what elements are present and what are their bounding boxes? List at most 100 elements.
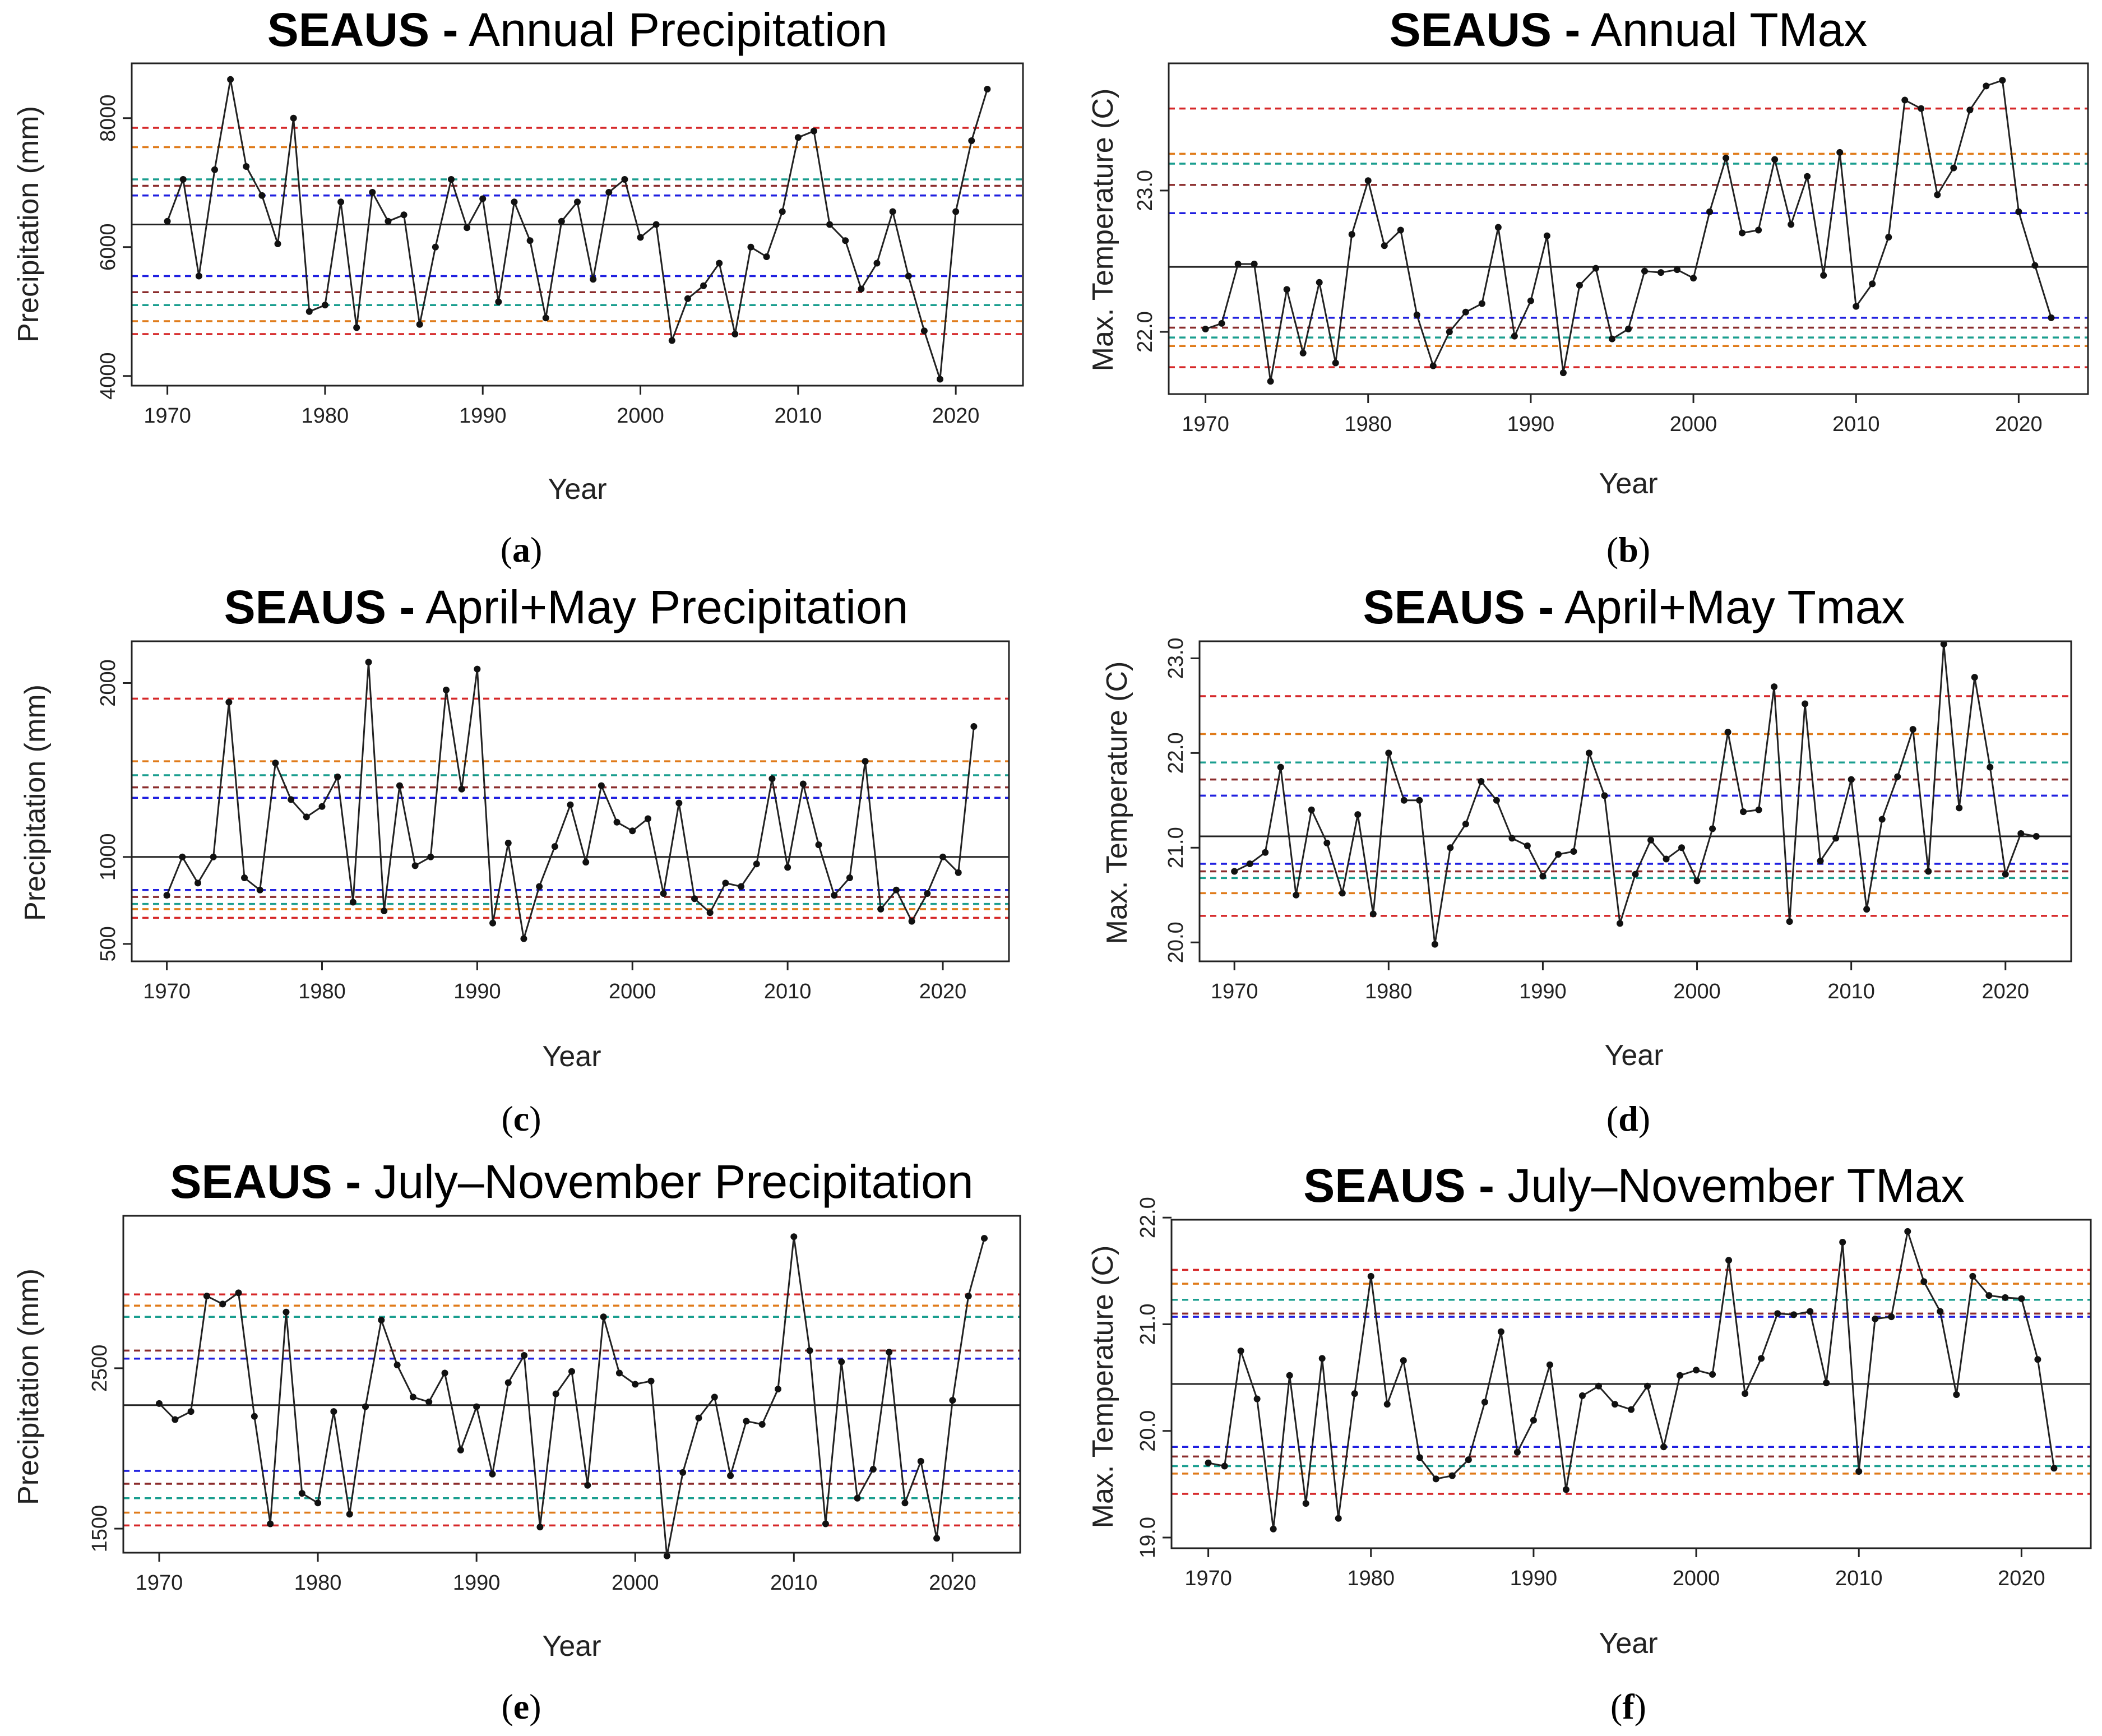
data-point xyxy=(1611,1401,1618,1408)
chart-title-text: Annual TMax xyxy=(1591,3,1867,56)
panel-caption: (f) xyxy=(1610,1687,1646,1726)
data-point xyxy=(1855,1468,1863,1475)
data-point xyxy=(378,1317,385,1324)
data-point xyxy=(1888,1313,1895,1321)
data-point xyxy=(1786,918,1793,925)
data-point xyxy=(1983,82,1990,90)
x-tick-label: 1970 xyxy=(1211,980,1258,1003)
data-point xyxy=(582,859,590,866)
data-point xyxy=(1447,844,1454,851)
data-point xyxy=(1527,297,1534,304)
data-point xyxy=(298,1490,305,1497)
data-point xyxy=(1511,332,1518,340)
data-point xyxy=(1234,261,1242,268)
chart-title-text: April+May Tmax xyxy=(1564,581,1905,633)
data-point xyxy=(1578,1392,1586,1399)
x-tick-label: 2000 xyxy=(609,980,656,1003)
data-point xyxy=(908,918,915,925)
data-point xyxy=(1971,674,1978,681)
y-axis-label: Max. Temperature (C) xyxy=(1087,1246,1119,1529)
data-point xyxy=(267,1520,274,1527)
x-tick-label: 1990 xyxy=(1519,980,1567,1003)
data-point xyxy=(411,862,419,869)
x-tick-label: 1980 xyxy=(298,980,346,1003)
data-point xyxy=(675,799,683,807)
data-point xyxy=(321,302,328,309)
data-point xyxy=(474,665,481,673)
data-point xyxy=(1481,1399,1488,1406)
x-tick-label: 1990 xyxy=(453,980,501,1003)
data-point xyxy=(598,782,605,789)
data-point xyxy=(1246,860,1253,867)
data-point xyxy=(1397,226,1404,234)
data-point xyxy=(1823,1379,1830,1387)
data-point xyxy=(290,114,297,122)
data-point xyxy=(939,853,947,860)
data-point xyxy=(288,796,295,803)
data-point xyxy=(552,1390,559,1397)
data-point xyxy=(283,1308,290,1316)
x-axis-label: Year xyxy=(1599,467,1657,500)
data-point xyxy=(784,864,791,871)
data-point xyxy=(164,217,171,225)
data-point xyxy=(1385,749,1392,757)
data-point xyxy=(1863,906,1870,913)
data-point xyxy=(1465,1456,1472,1464)
x-tick-label: 1980 xyxy=(294,1571,342,1595)
plot-frame xyxy=(1168,62,2089,395)
chart-title-separator: - xyxy=(1479,1159,1494,1212)
data-point xyxy=(1218,320,1225,327)
data-point xyxy=(2034,1356,2041,1363)
data-point xyxy=(409,1394,416,1401)
data-point xyxy=(1231,868,1238,875)
data-point xyxy=(970,723,978,730)
y-tick-label: 2500 xyxy=(88,1345,112,1392)
data-point xyxy=(1283,286,1290,293)
data-point xyxy=(1251,261,1258,268)
chart-title-separator: - xyxy=(1538,581,1554,633)
data-point xyxy=(644,815,651,822)
x-tick-label: 2010 xyxy=(775,404,822,428)
data-point xyxy=(1690,275,1697,282)
panel-c: SEAUS - April+May Precipitation 1970 1980… xyxy=(0,578,1051,1157)
data-point xyxy=(1987,763,1994,771)
x-tick-label: 2000 xyxy=(1673,1567,1720,1590)
data-point xyxy=(489,1470,496,1478)
data-point xyxy=(621,176,628,183)
data-point xyxy=(738,883,745,890)
data-point xyxy=(663,1552,670,1559)
data-point xyxy=(652,221,660,228)
data-point xyxy=(1657,269,1665,276)
data-point xyxy=(700,282,707,289)
data-point xyxy=(1383,1401,1391,1408)
chart-title-region: SEAUS xyxy=(1390,3,1552,56)
data-point xyxy=(1364,177,1372,184)
data-point xyxy=(1804,173,1811,180)
y-tick-label: 19.0 xyxy=(1136,1517,1160,1558)
data-point xyxy=(679,1469,687,1476)
data-point xyxy=(1323,839,1331,846)
data-point xyxy=(1416,1454,1423,1461)
data-point xyxy=(1508,835,1516,842)
y-axis-label: Precipitation (mm) xyxy=(19,684,52,921)
plot-area: 1970 1980 1990 2000 2010 2020 500 1000 2000 xyxy=(96,640,1010,1003)
chart-c: SEAUS - April+May Precipitation 1970 1980… xyxy=(19,581,1010,1138)
data-point xyxy=(1878,816,1886,823)
panel-e: SEAUS - July–November Precipitation 1970… xyxy=(0,1157,1051,1735)
data-point xyxy=(753,860,760,868)
data-point xyxy=(706,909,714,916)
data-point xyxy=(1802,700,1809,707)
data-point xyxy=(172,1416,179,1423)
chart-title: SEAUS - April+May Precipitation xyxy=(224,581,909,633)
plot-frame xyxy=(131,640,1010,962)
data-point xyxy=(526,237,534,244)
data-point xyxy=(1677,1372,1684,1379)
data-point xyxy=(303,813,310,821)
data-point xyxy=(668,337,675,344)
data-point xyxy=(695,1414,702,1422)
y-tick-label: 8000 xyxy=(96,94,120,142)
data-point xyxy=(225,698,233,706)
data-point xyxy=(256,886,263,894)
plot-area: 1970 1980 1990 2000 2010 2020 22.0 23.0 xyxy=(1133,62,2089,436)
chart-e: SEAUS - July–November Precipitation 1970… xyxy=(12,1157,1021,1726)
